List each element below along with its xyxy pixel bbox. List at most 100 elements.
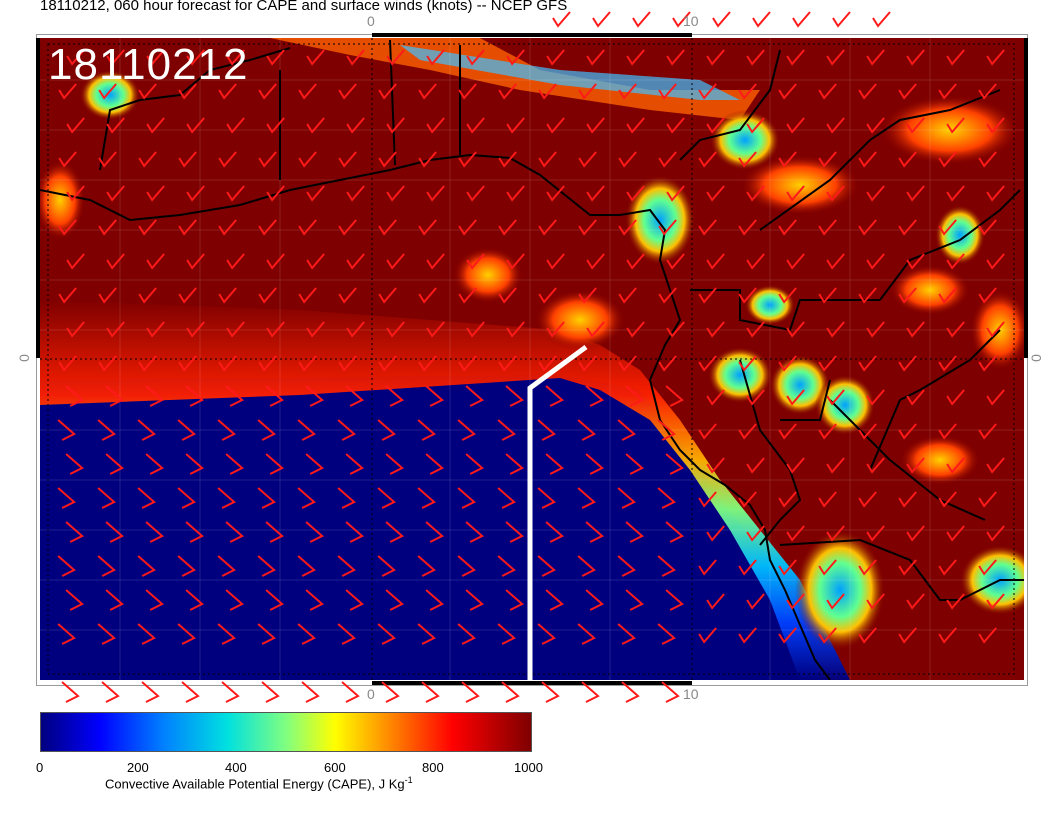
wind-barb <box>378 219 397 236</box>
wind-barb <box>218 355 237 372</box>
wind-barb <box>106 253 125 270</box>
wind-barb <box>552 11 571 28</box>
wind-barb <box>106 185 125 202</box>
wind-barb <box>625 453 644 475</box>
wind-barb <box>181 681 200 703</box>
wind-barb <box>57 487 76 509</box>
wind-barb <box>778 423 797 440</box>
wind-barb <box>746 49 765 66</box>
forecast-stamp: 18110212 <box>48 40 249 89</box>
wind-barb <box>746 457 765 474</box>
wind-barb <box>538 151 557 168</box>
wind-barb <box>658 83 677 100</box>
wind-barb <box>65 521 84 543</box>
wind-barb <box>698 355 717 372</box>
wind-barb <box>738 491 757 508</box>
track-line <box>527 344 588 680</box>
wind-barb <box>257 555 276 577</box>
wind-barb <box>458 355 477 372</box>
wind-barb <box>866 253 885 270</box>
wind-barb <box>898 219 917 236</box>
frame-edge-right <box>1024 38 1028 358</box>
wind-barb <box>585 589 604 611</box>
wind-barb <box>298 219 317 236</box>
wind-barb <box>226 185 245 202</box>
wind-barb <box>577 487 596 509</box>
wind-barb <box>746 593 765 610</box>
wind-barb <box>346 185 365 202</box>
wind-barb <box>57 555 76 577</box>
wind-barb <box>265 385 284 407</box>
wind-barb <box>225 521 244 543</box>
wind-barb <box>297 623 316 645</box>
wind-barb <box>586 49 605 66</box>
wind-barb <box>65 589 84 611</box>
wind-barb <box>826 253 845 270</box>
wind-barb <box>898 287 917 304</box>
wind-barb <box>938 355 957 372</box>
wind-barb <box>146 49 165 66</box>
wind-barb <box>338 83 357 100</box>
wind-barb <box>97 419 116 441</box>
wind-barb <box>186 49 205 66</box>
wind-barb <box>186 321 205 338</box>
wind-barb <box>377 487 396 509</box>
wind-barb <box>218 219 237 236</box>
wind-barb <box>986 321 1005 338</box>
wind-barb <box>866 457 885 474</box>
wind-barb <box>457 623 476 645</box>
wind-barb <box>377 419 396 441</box>
wind-barb <box>66 185 85 202</box>
wind-barb <box>305 589 324 611</box>
colorbar-title: Convective Available Potential Energy (C… <box>105 775 413 791</box>
wind-barb <box>585 453 604 475</box>
wind-barb <box>98 287 117 304</box>
wind-barb <box>417 487 436 509</box>
wind-barb <box>306 253 325 270</box>
wind-barb <box>185 453 204 475</box>
wind-barb <box>545 521 564 543</box>
wind-barb <box>257 487 276 509</box>
wind-barb <box>418 219 437 236</box>
wind-barb <box>505 453 524 475</box>
wind-barb <box>217 623 236 645</box>
wind-barb <box>217 487 236 509</box>
wind-barb <box>138 151 157 168</box>
wind-barb <box>218 151 237 168</box>
wind-barb <box>346 253 365 270</box>
wind-barb <box>906 185 925 202</box>
wind-barb <box>57 623 76 645</box>
wind-barbs-outside <box>61 11 891 703</box>
wind-barb <box>385 589 404 611</box>
wind-barb <box>826 525 845 542</box>
wind-barb <box>386 49 405 66</box>
wind-barb <box>418 355 437 372</box>
wind-barb <box>298 151 317 168</box>
wind-barb <box>698 627 717 644</box>
wind-barb <box>778 559 797 576</box>
wind-barb <box>858 491 877 508</box>
wind-barb <box>778 83 797 100</box>
wind-barb <box>97 555 116 577</box>
wind-barb <box>257 623 276 645</box>
wind-barb <box>226 253 245 270</box>
wind-barb <box>386 253 405 270</box>
wind-barb <box>938 219 957 236</box>
wind-barb <box>177 623 196 645</box>
wind-barb <box>381 681 400 703</box>
wind-barb <box>498 287 517 304</box>
wind-barb <box>538 355 557 372</box>
wind-barb <box>545 453 564 475</box>
wind-barb <box>261 681 280 703</box>
wind-barb <box>657 623 676 645</box>
wind-barb <box>226 49 245 66</box>
wind-barb <box>617 419 636 441</box>
wind-barb <box>712 11 731 28</box>
wind-barb <box>665 385 684 407</box>
wind-barb <box>578 151 597 168</box>
wind-barb <box>185 589 204 611</box>
wind-barb <box>658 151 677 168</box>
wind-barb <box>61 681 80 703</box>
wind-barb <box>658 219 677 236</box>
wind-barb <box>226 321 245 338</box>
